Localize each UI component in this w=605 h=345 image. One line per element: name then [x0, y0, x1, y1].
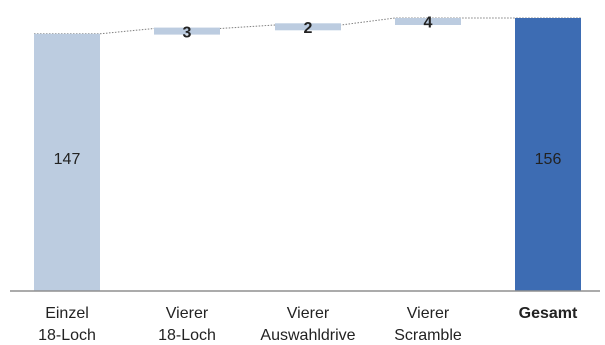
category-label-line: Vierer [407, 305, 450, 322]
value-label-1: 3 [183, 24, 192, 41]
category-label-4: Gesamt [519, 305, 578, 322]
category-label-line: Vierer [166, 305, 209, 322]
category-label-3: Vierer Scramble [394, 305, 462, 344]
category-label-line: Auswahldrive [260, 327, 355, 344]
category-label-line: Scramble [394, 327, 462, 344]
category-label-line: Gesamt [519, 305, 578, 322]
value-label-3: 4 [424, 15, 433, 32]
category-label-line: 18-Loch [158, 327, 216, 344]
category-label-line: Vierer [287, 305, 330, 322]
category-label-2: Vierer Auswahldrive [260, 305, 355, 344]
category-label-0: Einzel 18-Loch [38, 305, 96, 344]
total-bar-4 [515, 18, 581, 291]
category-label-line: Einzel [45, 305, 89, 322]
category-label-1: Vierer 18-Loch [158, 305, 216, 344]
delta-bar-3 [395, 18, 461, 25]
value-label-0: 147 [54, 151, 81, 168]
delta-bar-1 [154, 27, 220, 35]
value-label-2: 2 [304, 20, 313, 37]
delta-bar-2 [275, 23, 341, 31]
category-label-line: 18-Loch [38, 327, 96, 344]
value-label-4: 156 [535, 151, 562, 168]
base-bar-0 [34, 33, 100, 292]
